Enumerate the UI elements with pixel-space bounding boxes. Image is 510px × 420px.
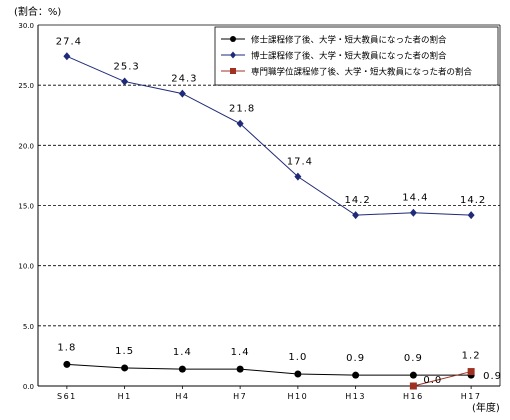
data-point — [294, 370, 302, 378]
data-label: 1.5 — [115, 346, 134, 357]
y-tick-label: 0.0 — [23, 383, 34, 391]
data-point — [409, 382, 417, 390]
data-label: 25.3 — [113, 62, 139, 73]
y-tick-labels: 0.0 5.0 10.0 15.0 20.0 25.0 30.0 — [18, 22, 34, 391]
series-1: 1.8 1.5 1.4 1.4 1.0 0.9 0.9 0.9 — [57, 342, 502, 382]
legend-entry: 専門職学位課程修了後、大学・短大教員になった者の割合 — [221, 67, 473, 78]
data-point — [236, 365, 244, 373]
data-label: 0.9 — [346, 353, 365, 364]
data-point — [467, 211, 475, 220]
data-point — [63, 360, 71, 368]
y-tick-label: 10.0 — [18, 263, 34, 271]
legend-label: 博士課程修了後、大学・短大教員になった者の割合 — [251, 51, 447, 62]
data-point — [352, 211, 360, 220]
data-label: 1.8 — [57, 342, 76, 353]
series-2: 27.4 25.3 24.3 21.8 17.4 14.2 14.4 14.2 — [56, 36, 486, 220]
legend-label: 専門職学位課程修了後、大学・短大教員になった者の割合 — [251, 67, 473, 78]
series-3: 0.0 1.2 — [409, 351, 481, 390]
y-tick-label: 30.0 — [18, 22, 34, 30]
series-line — [66, 55, 472, 216]
x-tick-label: H10 — [288, 392, 309, 401]
x-axis-label: (年度) — [472, 401, 500, 414]
legend-entry: 修士課程修了後、大学・短大教員になった者の割合 — [221, 35, 447, 46]
data-label: 17.4 — [287, 157, 313, 168]
data-point — [178, 365, 186, 373]
data-label: 1.4 — [231, 347, 250, 358]
data-label: 14.4 — [402, 193, 428, 204]
series-line — [66, 363, 472, 376]
series-layer: 1.8 1.5 1.4 1.4 1.0 0.9 0.9 0.9 27.4 25.3 24.3 21.8… — [56, 36, 502, 390]
series-line — [413, 371, 472, 387]
data-point — [121, 364, 129, 372]
x-tick-label: S61 — [57, 392, 77, 401]
data-label: 1.0 — [288, 352, 307, 363]
x-tick-label: H1 — [118, 392, 132, 401]
data-label: 14.2 — [460, 195, 486, 206]
data-point — [178, 89, 186, 98]
legend-label: 修士課程修了後、大学・短大教員になった者の割合 — [251, 35, 447, 46]
data-label: 21.8 — [229, 104, 255, 115]
axes — [37, 25, 501, 389]
y-tick-label: 15.0 — [18, 203, 34, 211]
data-point — [294, 172, 302, 181]
x-tick-label: H13 — [345, 392, 366, 401]
data-point — [121, 77, 129, 86]
y-tick-label: 25.0 — [18, 82, 34, 90]
data-label: 1.4 — [173, 347, 192, 358]
x-tick-label: H4 — [175, 392, 189, 401]
legend-box — [214, 26, 499, 86]
data-point — [63, 52, 71, 61]
x-tick-label: H16 — [403, 392, 424, 401]
data-label: 24.3 — [171, 74, 197, 85]
legend-swatch-marker — [230, 51, 236, 59]
data-point — [236, 119, 244, 128]
legend-swatch-marker — [230, 68, 236, 74]
data-point — [409, 208, 417, 217]
y-tick-label: 20.0 — [18, 142, 34, 150]
data-label: 27.4 — [56, 36, 82, 47]
data-label: 14.2 — [344, 195, 370, 206]
data-label: 0.9 — [404, 353, 423, 364]
data-point — [409, 371, 417, 379]
legend-swatch-marker — [230, 36, 236, 42]
legend-entry: 博士課程修了後、大学・短大教員になった者の割合 — [221, 51, 447, 62]
data-label: 0.9 — [483, 371, 502, 382]
x-tick-label: H17 — [461, 392, 482, 401]
data-label: 1.2 — [462, 351, 481, 362]
legend: 修士課程修了後、大学・短大教員になった者の割合博士課程修了後、大学・短大教員にな… — [214, 26, 499, 86]
data-label: 0.0 — [423, 375, 442, 386]
x-tick-label: H7 — [233, 392, 247, 401]
data-point — [352, 371, 360, 379]
data-point — [467, 368, 475, 376]
y-axis-label: (割合：%) — [14, 5, 61, 18]
x-tick-labels: S61 H1 H4 H7 H10 H13 H16 H17 — [57, 392, 482, 401]
y-tick-label: 5.0 — [23, 323, 34, 331]
